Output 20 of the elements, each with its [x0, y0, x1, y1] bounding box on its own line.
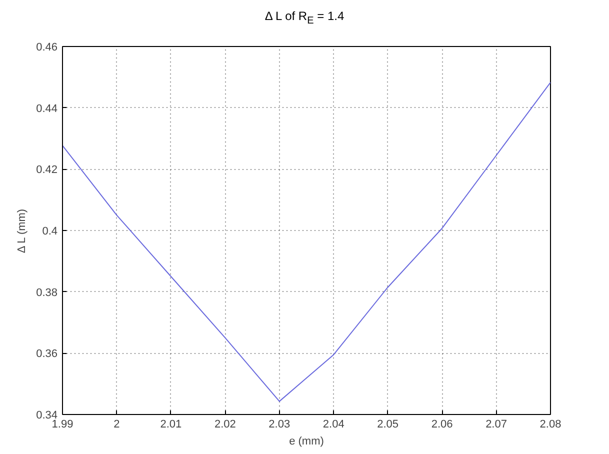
x-tick-label: 2.08	[540, 418, 562, 430]
line-series	[62, 82, 550, 402]
chart-title: Δ L of R$_{E}$ = 1.4	[264, 8, 346, 28]
y-axis-title: Δ L (mm)	[16, 208, 28, 254]
y-tick-label: 0.36	[36, 348, 58, 360]
x-tick-label: 2.04	[322, 418, 344, 430]
y-tick-label: 0.38	[36, 286, 58, 299]
x-tick-label: 2.07	[486, 418, 507, 430]
x-tick-label: 2.01	[160, 418, 182, 430]
y-tick-label: 0.4	[42, 226, 58, 238]
y-tick-label: 0.44	[36, 102, 58, 115]
y-tick-label: 0.46	[36, 42, 58, 54]
x-tick-label: 2.06	[431, 418, 453, 430]
x-tick-label: 1.99	[52, 418, 74, 430]
x-tick-label: 2	[114, 418, 120, 430]
x-tick-label: 2.02	[214, 418, 236, 430]
x-tick-label: 2.03	[268, 418, 290, 430]
y-tick-label: 0.42	[36, 164, 58, 176]
x-tick-label: 2.05	[377, 418, 399, 430]
x-axis-title: e (mm)	[289, 436, 324, 448]
